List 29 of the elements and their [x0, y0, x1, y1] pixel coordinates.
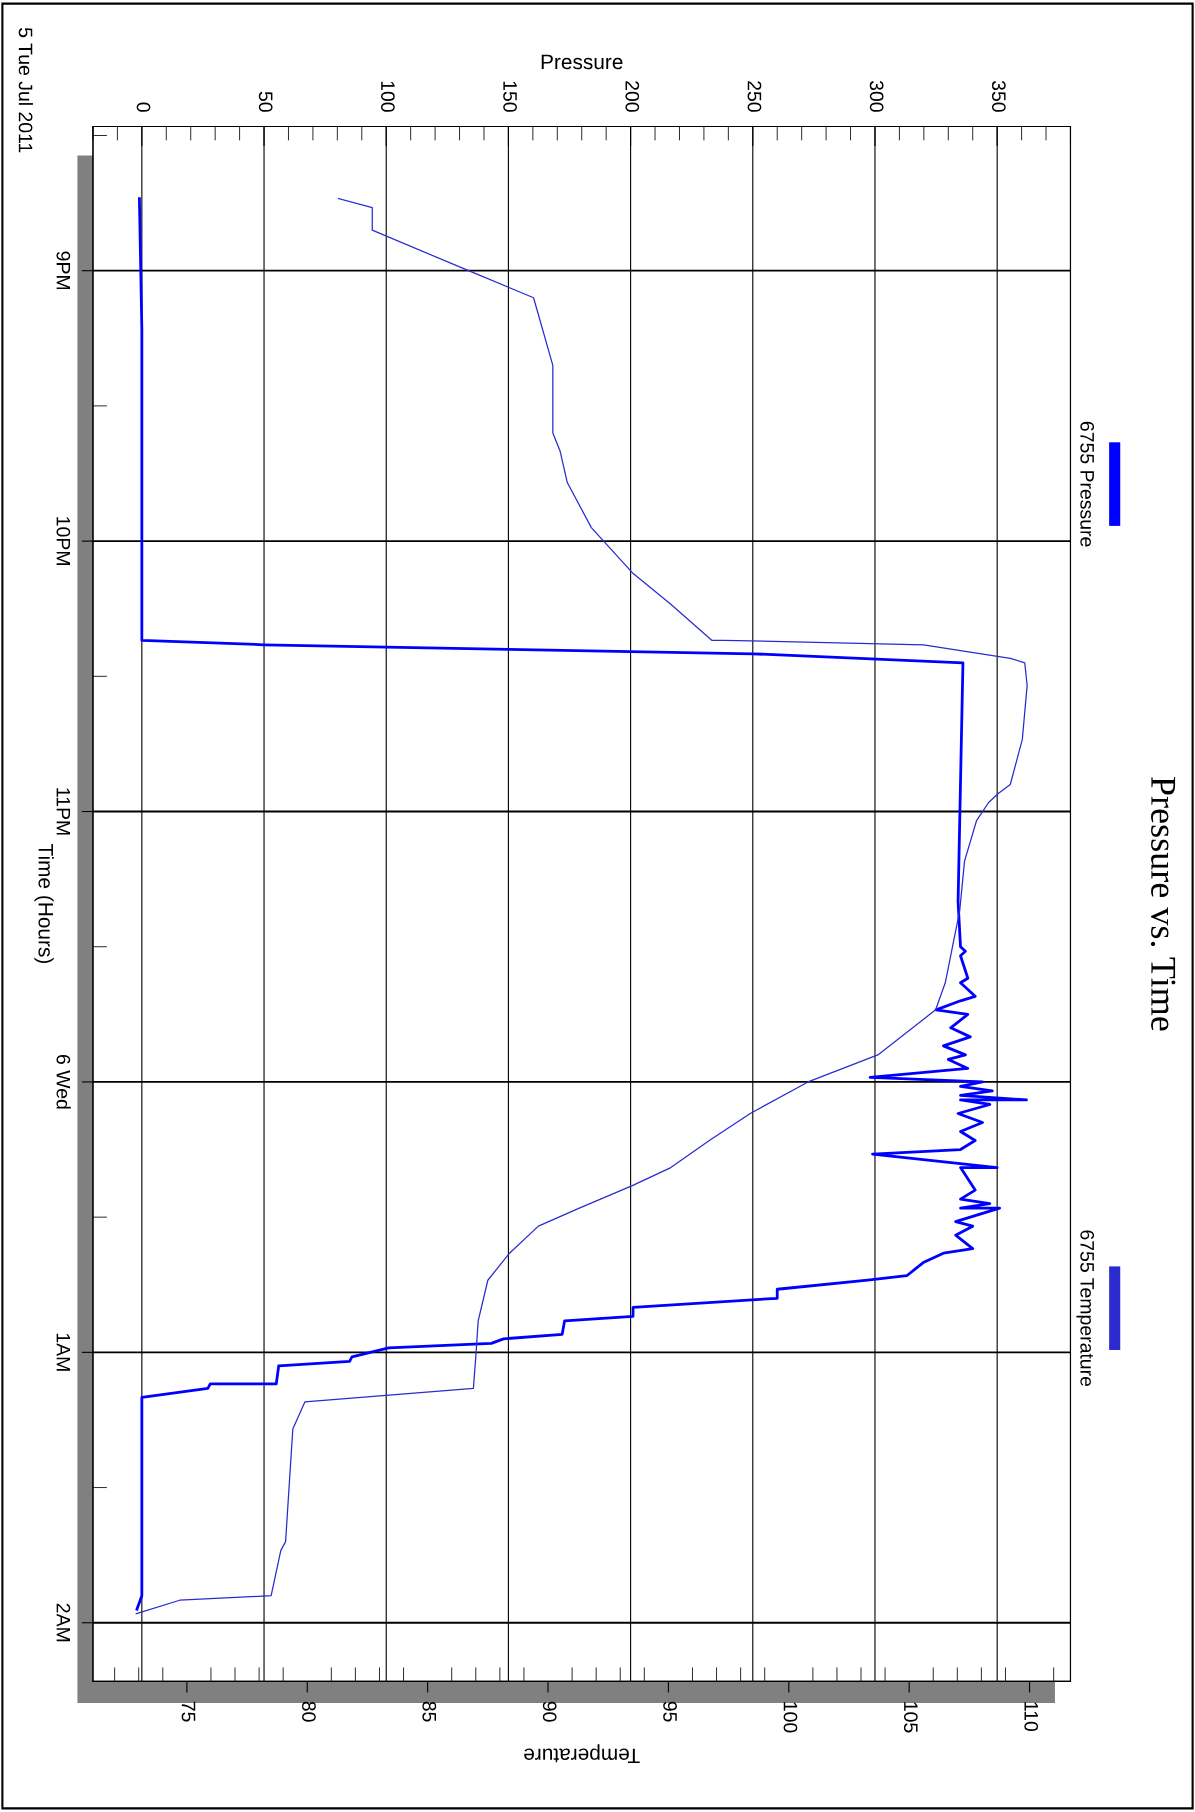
- x-tick-label: 85: [422, 1701, 437, 1722]
- y-tick-label: 11PM: [56, 788, 71, 835]
- y-axis-title: Time (Hours): [34, 844, 54, 963]
- text: Pressure vs. Time: [1150, 777, 1176, 1031]
- x-tick-label: 110: [1024, 1702, 1039, 1732]
- x2-tick-label: 300: [869, 80, 884, 112]
- y-tick-label: 6 Wed: [56, 1055, 71, 1109]
- text: 5 Tue Jul 2011: [18, 27, 33, 153]
- x2-tick-label: 100: [381, 81, 395, 112]
- x2-axis-title: Pressure: [541, 54, 623, 70]
- x-tick-label: 95: [663, 1701, 677, 1722]
- x2-tick-label: 0: [136, 102, 151, 112]
- x-tick-label: 105: [903, 1702, 918, 1733]
- y-tick-label: 2AM: [56, 1603, 71, 1642]
- x-tick-label: 75: [181, 1701, 196, 1722]
- x-tick-label: 100: [783, 1702, 798, 1733]
- x-tick-label: 80: [302, 1701, 316, 1722]
- x2-tick-label: 50: [258, 91, 273, 112]
- x2-tick-label: 250: [747, 81, 762, 112]
- text: 6755 Pressure: [1080, 421, 1095, 547]
- x-tick-label: 90: [542, 1701, 557, 1722]
- y-tick-label: 9PM: [56, 251, 71, 290]
- x2-tick-label: 350: [991, 80, 1006, 112]
- x-axis-title: Temperature: [524, 1744, 640, 1763]
- x2-tick-label: 200: [625, 81, 640, 112]
- y-tick-label: 10PM: [56, 517, 71, 565]
- text: 6755 Temperature: [1076, 1230, 1095, 1387]
- x2-tick-label: 150: [503, 81, 517, 112]
- y-tick-label: 1AM: [56, 1333, 71, 1371]
